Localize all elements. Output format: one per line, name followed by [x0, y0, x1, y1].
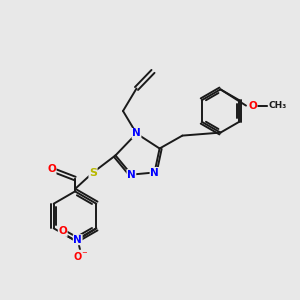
Text: N: N: [132, 128, 141, 139]
Text: S: S: [89, 167, 97, 178]
Text: CH₃: CH₃: [268, 101, 286, 110]
Text: O: O: [248, 100, 257, 111]
Text: N: N: [150, 167, 159, 178]
Text: O: O: [47, 164, 56, 175]
Text: N: N: [73, 235, 82, 245]
Text: O: O: [58, 226, 67, 236]
Text: N: N: [127, 169, 136, 180]
Text: O$^{-}$: O$^{-}$: [73, 250, 88, 262]
